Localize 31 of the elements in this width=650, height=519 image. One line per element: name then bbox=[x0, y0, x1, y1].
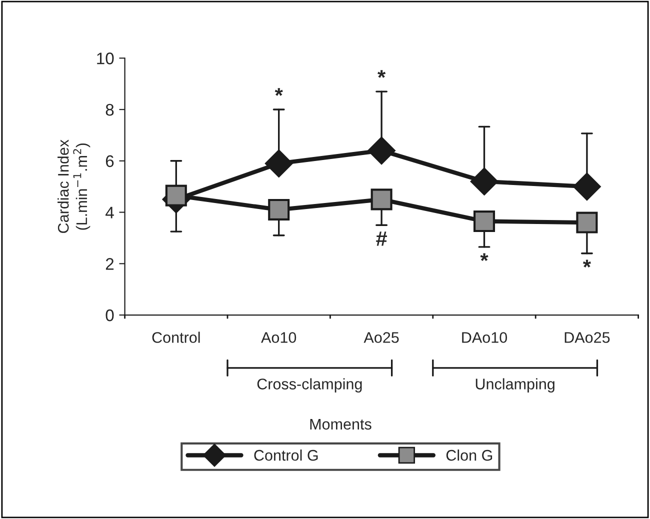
legend-label: Clon G bbox=[446, 450, 492, 461]
point bbox=[370, 188, 392, 210]
x-tick-label: Ao10 bbox=[261, 332, 296, 343]
annotation: * bbox=[480, 253, 488, 262]
point bbox=[573, 172, 601, 200]
y-tick-label: 2 bbox=[106, 258, 114, 270]
y-tick-label: 10 bbox=[97, 52, 114, 64]
annotation: * bbox=[582, 260, 591, 268]
x-tick-label: DAo10 bbox=[462, 332, 508, 343]
y-tick-label: 4 bbox=[106, 206, 114, 218]
point bbox=[473, 210, 496, 232]
point bbox=[470, 168, 498, 196]
x-tick-label: DAo25 bbox=[564, 332, 610, 343]
point bbox=[268, 198, 290, 220]
y-tick-label: 0 bbox=[106, 309, 114, 322]
point bbox=[576, 212, 598, 234]
y-tick-label: 8 bbox=[106, 104, 114, 116]
y-axis-title: Cardiac Index (L.min$^{−1}$.m$^{2}$) bbox=[58, 140, 90, 233]
annotation: * bbox=[274, 88, 283, 96]
point bbox=[368, 136, 396, 164]
y-tick-label: 6 bbox=[106, 155, 114, 168]
x-tick-label: Ao25 bbox=[364, 332, 399, 343]
annotation: # bbox=[376, 232, 388, 246]
text: Moments bbox=[310, 418, 372, 430]
annotation: * bbox=[378, 70, 386, 78]
text: Unclamping bbox=[476, 378, 554, 392]
text: Cross-clamping bbox=[257, 378, 362, 392]
point bbox=[165, 184, 187, 206]
x-tick-label: Control bbox=[152, 332, 200, 343]
legend-label: Control G bbox=[254, 450, 318, 461]
point bbox=[265, 150, 293, 178]
